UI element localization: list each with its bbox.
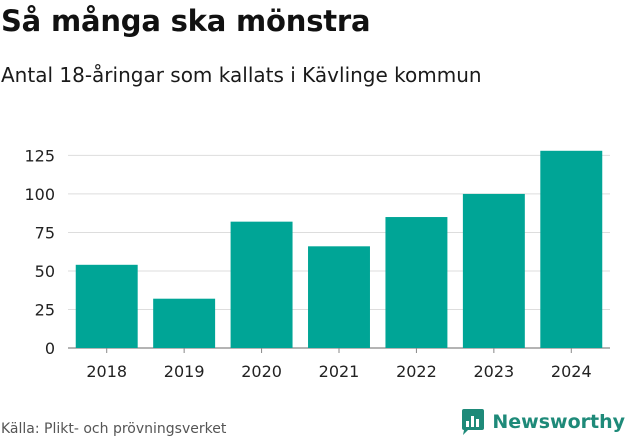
y-tick-label: 75 [35,223,55,242]
y-tick-label: 0 [45,339,55,358]
x-tick-label: 2021 [319,362,360,381]
chart-title: Så många ska mönstra [1,4,371,38]
brand-logo: Newsworthy [460,408,625,436]
x-tick-label: 2024 [551,362,592,381]
y-tick-label: 100 [24,185,55,204]
bar-2018 [75,264,138,348]
newsworthy-logo-icon [462,409,485,435]
x-tick-label: 2018 [86,362,127,381]
bar-2019 [153,298,216,348]
bar-2024 [540,150,603,348]
y-tick-label: 125 [24,146,55,165]
y-tick-label: 50 [35,262,55,281]
x-tick-label: 2019 [164,362,205,381]
x-tick-label: 2023 [473,362,514,381]
chart-subtitle: Antal 18-åringar som kallats i Kävlinge … [1,63,482,87]
x-tick-label: 2022 [396,362,437,381]
y-axis-ticks: 0 25 50 75 100 125 [24,146,55,358]
source-note: Källa: Plikt- och prövningsverket [1,421,227,437]
bar-2021 [308,246,370,348]
bars [75,150,603,348]
y-tick-label: 25 [35,300,55,319]
brand-name: Newsworthy [492,411,625,433]
x-tick-label: 2020 [241,362,282,381]
x-axis-ticks: 2018 2019 2020 2021 2022 2023 2024 [86,348,592,381]
bar-2020 [230,221,293,348]
bar-2023 [462,193,525,348]
bar-2022 [385,217,448,348]
